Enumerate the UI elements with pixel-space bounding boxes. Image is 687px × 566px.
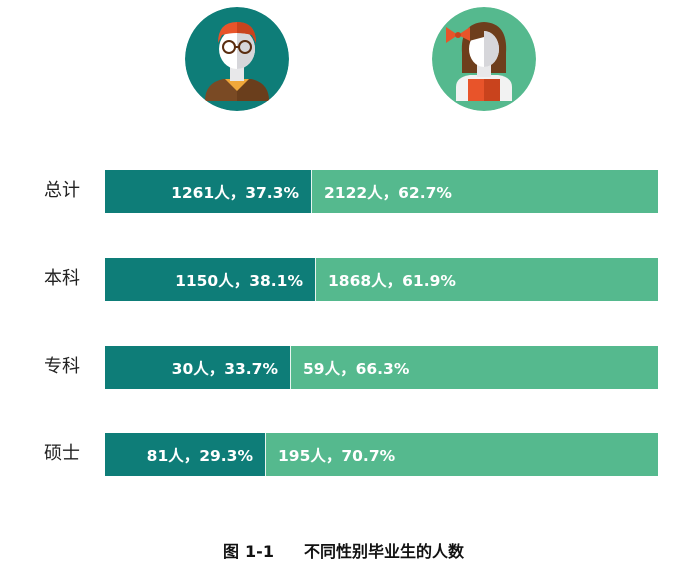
bar-segment-female: 2122人，62.7% (311, 170, 658, 213)
bar-segment-male: 81人，29.3% (105, 433, 265, 476)
bar-segment-female: 1868人，61.9% (315, 258, 658, 301)
row-label-junior-college: 专科 (44, 356, 80, 377)
bar-segment-female: 195人，70.7% (265, 433, 658, 476)
caption-number: 1-1 (245, 542, 274, 561)
bar-segment-female: 59人，66.3% (290, 346, 658, 389)
bar-junior-college: 30人，33.7% 59人，66.3% (105, 346, 658, 389)
row-label-master: 硕士 (44, 443, 80, 464)
figure-caption: 图 1-1 不同性别毕业生的人数 (0, 538, 687, 562)
female-avatar-icon (432, 7, 536, 111)
caption-title: 不同性别毕业生的人数 (303, 542, 464, 561)
row-label-total: 总计 (44, 180, 80, 201)
bar-segment-male: 1261人，37.3% (105, 170, 311, 213)
bar-undergraduate: 1150人，38.1% 1868人，61.9% (105, 258, 658, 301)
bar-master: 81人，29.3% 195人，70.7% (105, 433, 658, 476)
caption-prefix: 图 (223, 542, 240, 561)
row-label-undergraduate: 本科 (44, 268, 80, 289)
male-avatar-icon (185, 7, 289, 111)
bar-segment-male: 30人，33.7% (105, 346, 290, 389)
bar-segment-male: 1150人，38.1% (105, 258, 315, 301)
bar-total: 1261人，37.3% 2122人，62.7% (105, 170, 658, 213)
